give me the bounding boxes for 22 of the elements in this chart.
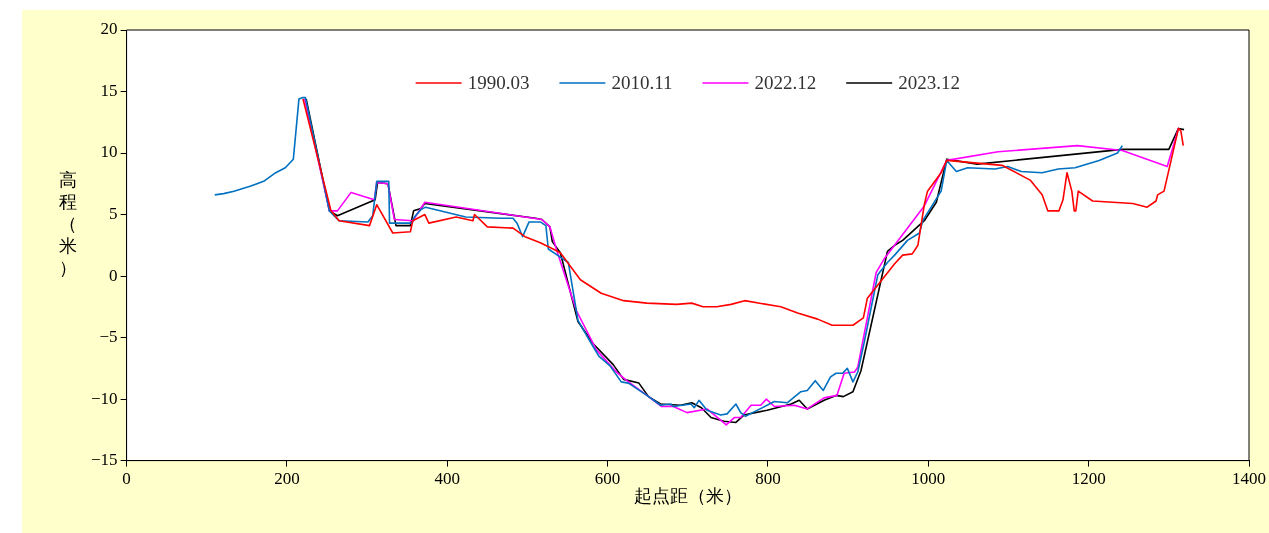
x-tick-label: 1400 — [1232, 469, 1266, 489]
y-tick-label: 0 — [109, 265, 118, 285]
x-tick-label: 1200 — [1071, 469, 1106, 489]
y-tick-label: 10 — [100, 142, 118, 162]
x-tick-label: 400 — [434, 469, 461, 489]
x-axis-title: 起点距（米） — [633, 486, 742, 507]
x-tick-label: 800 — [755, 469, 781, 489]
y-tick-label: −10 — [90, 388, 118, 408]
legend-label: 2022.12 — [754, 71, 817, 93]
y-tick-label: 5 — [109, 204, 118, 224]
x-tick-label: 600 — [594, 469, 621, 489]
x-tick-label: 1000 — [911, 469, 946, 489]
y-tick-label: 15 — [100, 80, 118, 100]
y-tick-label: 20 — [100, 19, 118, 39]
legend-label: 2010.11 — [611, 71, 673, 93]
y-axis-title: 高程（米） — [59, 170, 77, 279]
legend-label: 2023.12 — [898, 71, 960, 93]
legend-label: 1990.03 — [467, 71, 530, 93]
x-tick-label: 200 — [274, 469, 300, 489]
y-tick-label: −15 — [90, 450, 118, 470]
y-tick-label: −5 — [99, 327, 118, 347]
x-tick-label: 0 — [122, 469, 131, 489]
